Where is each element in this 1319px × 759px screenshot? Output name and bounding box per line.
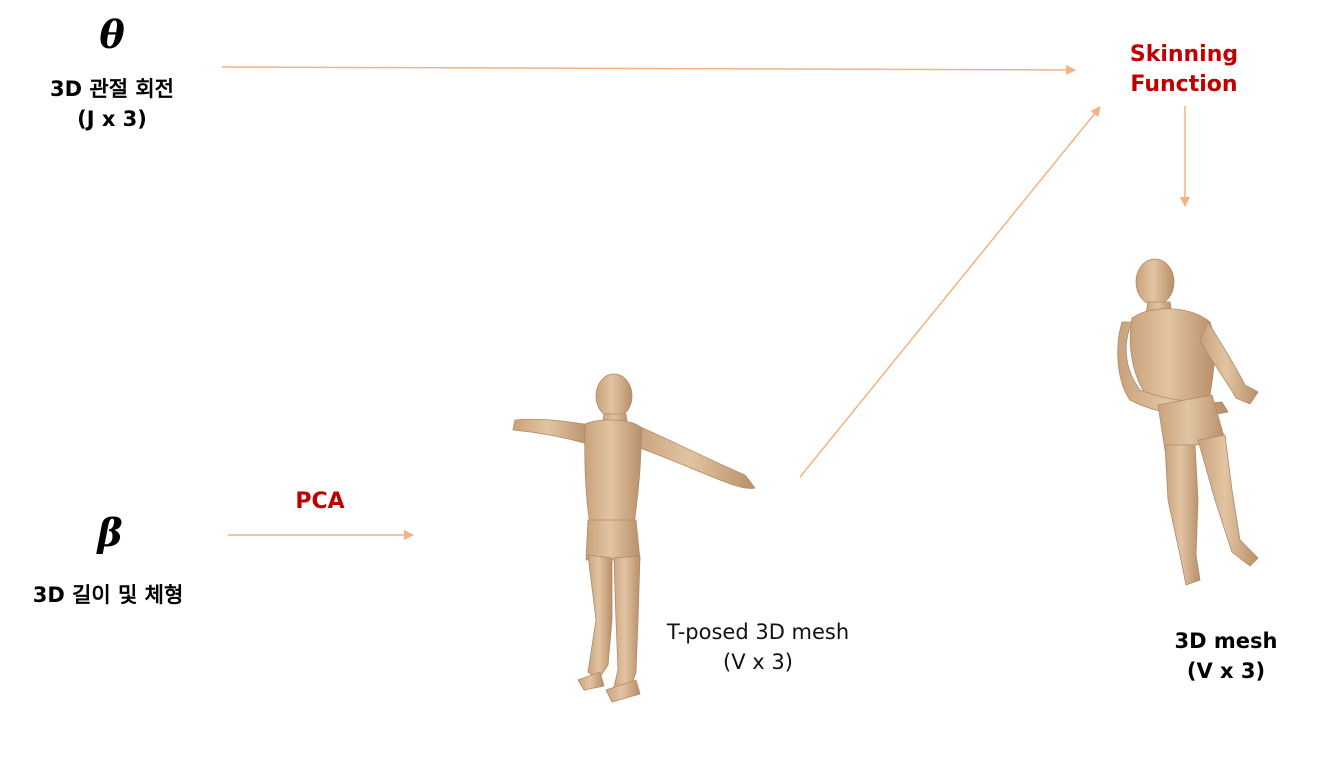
tposed-mesh-label-line1: T-posed 3D mesh: [666, 620, 850, 644]
skinning-label-line1: Skinning: [1129, 42, 1239, 67]
arrow-tposed-to-skinning: [799, 106, 1101, 478]
t-posed-human-figure: [512, 373, 756, 703]
theta-label-line1: 3D 관절 회전: [50, 77, 174, 101]
beta-label: 3D 길이 및 체형: [32, 583, 184, 607]
output-mesh-label-line1: 3D mesh: [1174, 629, 1278, 653]
output-mesh-label-line2: (V x 3): [1186, 659, 1266, 683]
arrow-theta-to-skinning: [221, 64, 1076, 75]
theta-symbol: θ: [99, 12, 125, 57]
tposed-mesh-label-line2: (V x 3): [723, 650, 793, 674]
posed-human-figure: [1117, 258, 1259, 586]
beta-symbol: β: [97, 510, 123, 555]
pca-label: PCA: [295, 489, 345, 514]
skinning-label-line2: Function: [1130, 72, 1238, 97]
theta-label-line2: (J x 3): [77, 107, 147, 131]
